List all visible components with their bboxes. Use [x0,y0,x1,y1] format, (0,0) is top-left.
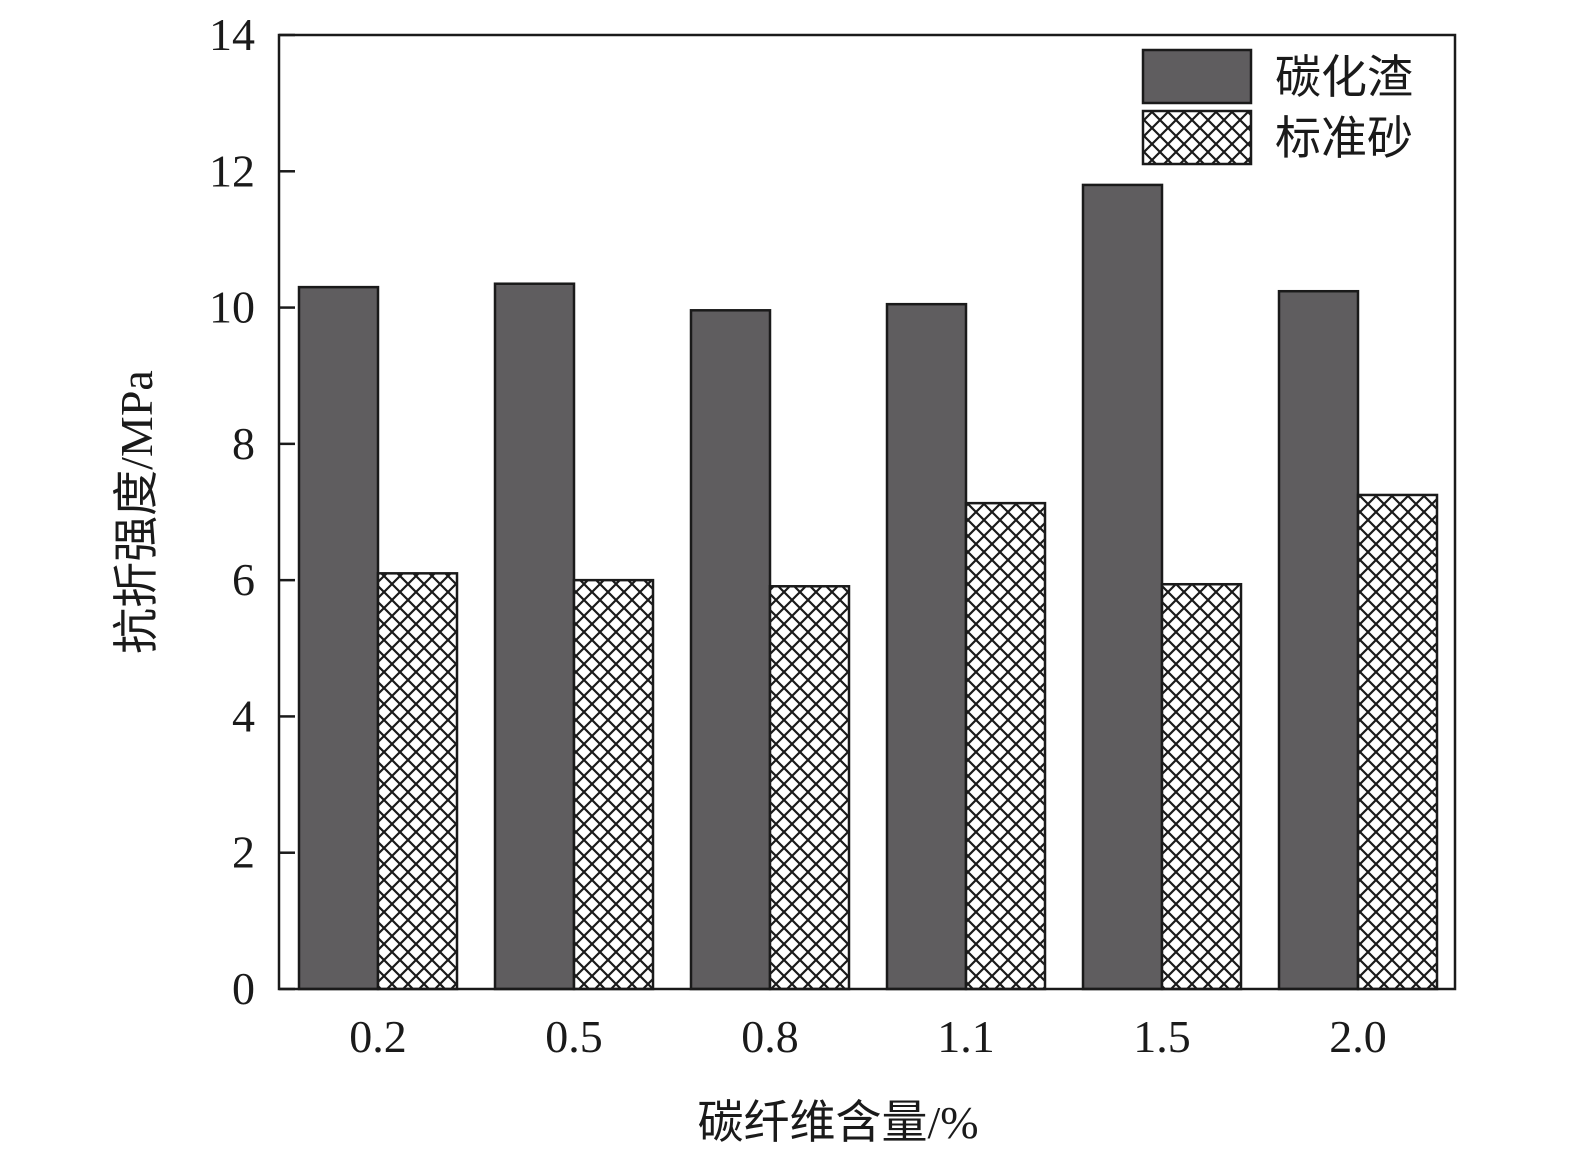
y-tick-label: 6 [232,554,255,605]
legend-swatch [1141,109,1253,166]
y-tick-label: 2 [232,827,255,878]
plot-frame [277,33,1457,991]
legend-label: 碳化渣 [1275,52,1413,103]
y-tick-label: 4 [232,690,255,741]
x-tick-label: 2.0 [1329,1011,1387,1062]
y-tick-label: 8 [232,418,255,469]
y-tick-label: 12 [209,145,255,196]
x-tick-label: 0.5 [545,1011,603,1062]
y-tick-label: 0 [232,963,255,1014]
bar-standard-sand [1160,582,1243,991]
legend-swatch [1141,48,1253,105]
bar-standard-sand [964,501,1047,991]
legend-label: 标准砂 [1275,113,1413,164]
x-tick-label: 0.2 [349,1011,407,1062]
bar-carbide-slag [297,285,380,991]
y-tick-label: 14 [209,9,255,60]
bar-standard-sand [1356,493,1439,991]
bar-standard-sand [768,585,851,991]
x-tick-label: 1.1 [937,1011,995,1062]
x-tick-label: 0.8 [741,1011,799,1062]
x-axis-label: 碳纤维含量/% [697,1097,978,1148]
y-tick-label: 10 [209,282,255,333]
x-tick-label: 1.5 [1133,1011,1191,1062]
bar-carbide-slag [493,282,576,991]
bar-carbide-slag [885,302,968,991]
bar-carbide-slag [1081,183,1164,991]
bar-carbide-slag [1277,289,1360,991]
bar-standard-sand [572,578,655,991]
bar-carbide-slag [689,309,772,991]
y-axis-label: 抗折强度/MPa [111,370,162,654]
bar-standard-sand [376,572,459,991]
